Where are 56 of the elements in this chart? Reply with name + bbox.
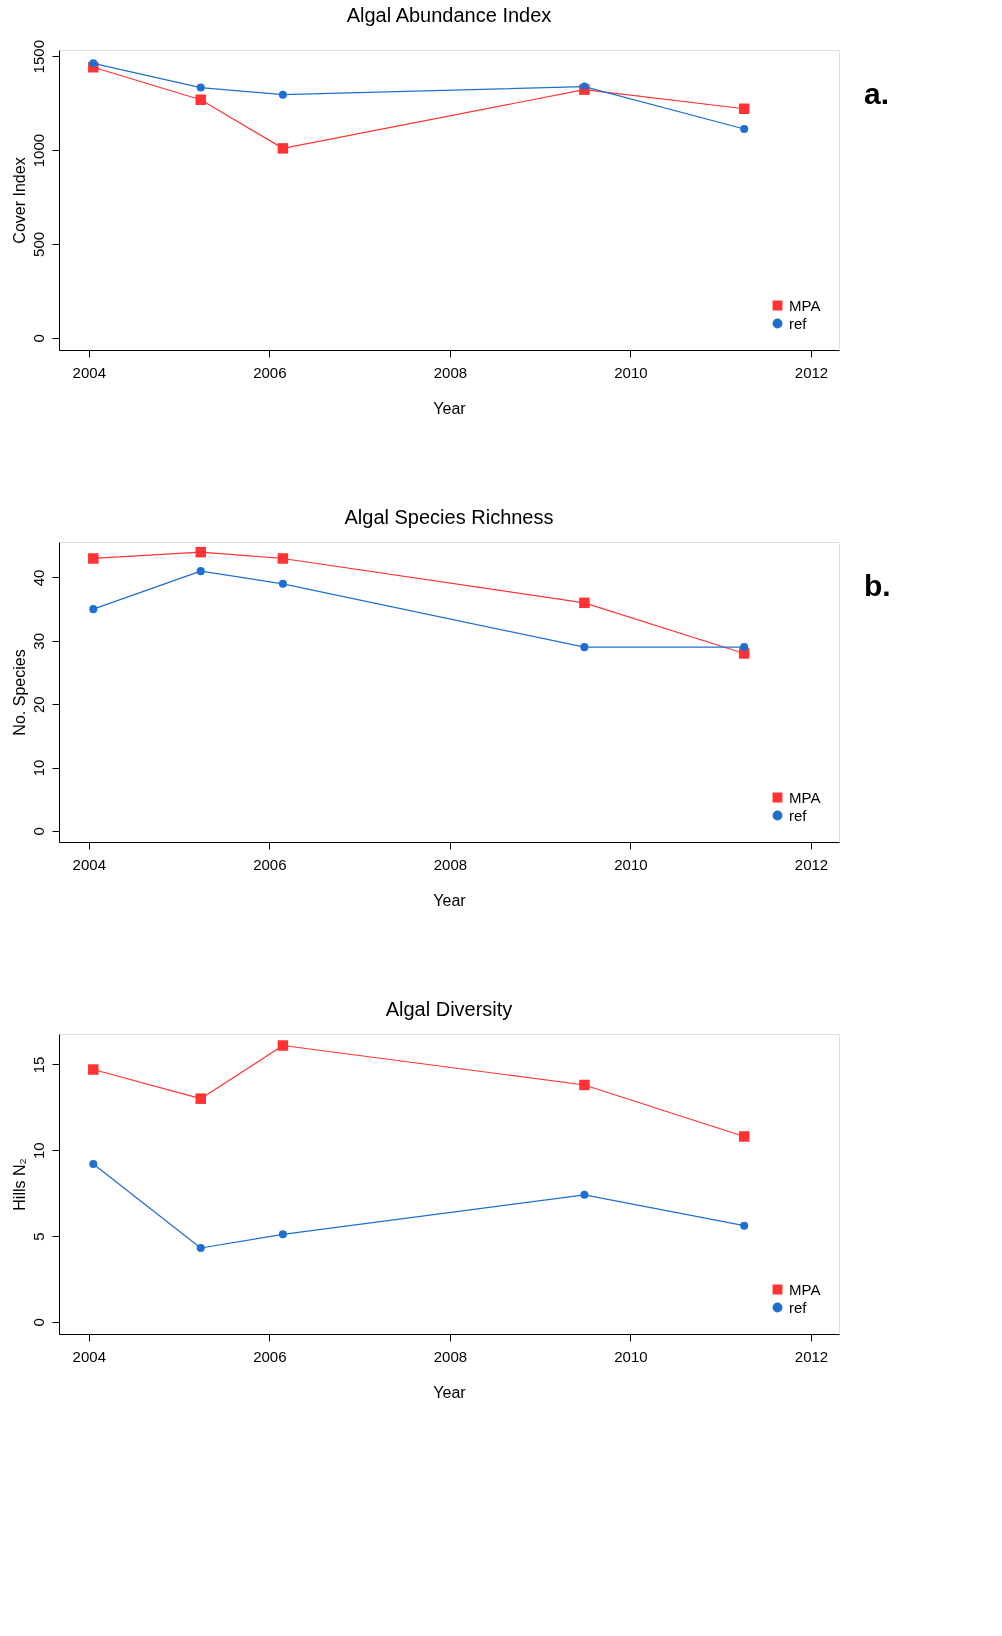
y-axis-title: No. Species [10, 649, 28, 736]
y-tick-label: 0 [29, 827, 47, 836]
x-tick-label: 2010 [614, 1347, 648, 1365]
point [740, 643, 749, 652]
y-tick-label: 20 [29, 696, 47, 714]
point [88, 553, 99, 564]
y-axis-title: Cover Index [10, 157, 28, 244]
y-tick-label: 0 [29, 334, 47, 343]
legend-label: ref [789, 314, 808, 332]
x-tick-label: 2010 [614, 363, 648, 381]
x-tick-label: 2004 [72, 1347, 106, 1365]
legend-label: ref [789, 806, 808, 824]
x-tick-label: 2004 [72, 363, 106, 381]
y-tick-label: 1500 [29, 40, 47, 74]
text: b. [864, 569, 891, 602]
y-tick-label: 15 [29, 1056, 47, 1074]
x-tick-label: 2012 [794, 363, 829, 381]
y-tick-label: 5 [29, 1232, 47, 1241]
legend-label: MPA [789, 788, 821, 806]
chart-title: Algal Species Richness [344, 506, 554, 528]
legend-label: MPA [789, 296, 821, 314]
y-tick-label: 1000 [29, 133, 47, 168]
y-tick-label: 40 [29, 569, 47, 587]
legend-label: ref [789, 1298, 808, 1316]
x-tick-label: 2012 [794, 1347, 829, 1365]
point [738, 1131, 750, 1142]
x-tick-label: 2010 [614, 855, 648, 873]
point [196, 567, 205, 576]
y-axis-title: Hills N₂ [10, 1158, 28, 1211]
x-tick-label: 2012 [794, 855, 829, 873]
point [740, 125, 749, 134]
y-tick-label: 500 [29, 231, 47, 257]
y-tick-label: 30 [29, 632, 47, 650]
x-tick-label: 2006 [253, 1347, 287, 1365]
x-tick-label: 2006 [253, 855, 287, 873]
x-tick-label: 2008 [433, 363, 468, 381]
point [89, 605, 98, 614]
y-tick-label: 10 [29, 1142, 47, 1160]
point [195, 1093, 206, 1104]
x-axis-title: Year [433, 1383, 467, 1401]
text: a. [864, 77, 890, 110]
x-tick-label: 2008 [433, 1347, 468, 1365]
point [88, 1064, 99, 1075]
point [89, 1159, 98, 1168]
point [740, 1221, 749, 1230]
x-tick-label: 2006 [253, 363, 287, 381]
y-tick-label: 0 [29, 1318, 47, 1327]
y-tick-label: 10 [29, 759, 47, 777]
x-tick-label: 2004 [72, 855, 106, 873]
chart-title: Algal Abundance Index [346, 3, 552, 26]
x-axis-title: Year [433, 891, 467, 909]
x-axis-title: Year [433, 399, 467, 417]
legend-label: MPA [789, 1280, 821, 1298]
point [89, 59, 98, 68]
x-tick-label: 2008 [433, 855, 468, 873]
chart-title: Algal Diversity [385, 998, 513, 1020]
